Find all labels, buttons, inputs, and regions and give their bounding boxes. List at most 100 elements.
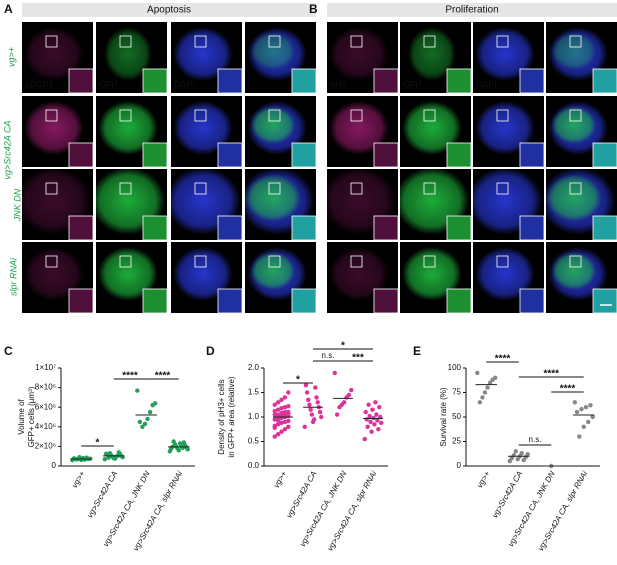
data-point xyxy=(112,456,118,461)
tissue xyxy=(173,26,233,81)
data-point xyxy=(275,400,281,405)
tissue xyxy=(247,26,307,81)
data-point xyxy=(282,419,288,425)
y-axis-label: in GFP+ area (relative) xyxy=(227,376,236,457)
roi-box xyxy=(119,109,132,122)
data-point xyxy=(583,405,589,410)
panel-letter: A xyxy=(4,2,13,16)
roi-box xyxy=(350,109,363,122)
data-point xyxy=(366,402,371,407)
tissue-signal xyxy=(250,32,296,70)
inset xyxy=(592,68,617,94)
data-point xyxy=(286,404,291,409)
data-point xyxy=(364,417,369,422)
inset xyxy=(373,215,399,241)
significance-label: * xyxy=(96,438,100,449)
roi-box xyxy=(350,182,363,195)
data-point xyxy=(586,419,591,425)
data-point xyxy=(272,425,277,430)
data-point xyxy=(314,395,319,400)
significance-label: **** xyxy=(122,371,138,382)
row-label: vg>Src42A CA xyxy=(2,121,12,180)
inset xyxy=(68,215,94,241)
y-tick-label: 0.0 xyxy=(248,461,260,470)
tissue-signal xyxy=(250,106,296,144)
tissue xyxy=(329,246,389,301)
roi-box xyxy=(569,182,582,195)
data-point xyxy=(282,427,288,432)
y-tick-label: 6×10⁶ xyxy=(35,402,56,411)
inset xyxy=(68,142,94,168)
significance-label: **** xyxy=(155,371,171,382)
significance-label: * xyxy=(341,341,345,352)
tissue-signal xyxy=(551,106,597,144)
data-point xyxy=(147,409,153,415)
inset xyxy=(592,215,617,241)
channel-label: DAPI xyxy=(174,79,195,89)
inset xyxy=(373,68,399,94)
data-point xyxy=(275,412,281,417)
data-point xyxy=(362,436,367,442)
inset xyxy=(142,215,168,241)
inset xyxy=(68,68,94,94)
y-tick-label: 8×10⁶ xyxy=(35,383,56,392)
chart-letter: D xyxy=(206,344,215,358)
y-tick-label: 0 xyxy=(52,461,57,470)
data-point xyxy=(181,440,187,445)
data-point xyxy=(525,452,530,457)
x-tick-label: vg>+ xyxy=(272,469,289,489)
inset xyxy=(291,142,317,168)
data-point xyxy=(374,412,379,417)
tissue-signal xyxy=(329,246,389,301)
tissue xyxy=(408,26,456,81)
tissue-signal xyxy=(104,26,152,81)
tissue-signal xyxy=(173,26,233,81)
inset xyxy=(68,288,94,314)
data-point xyxy=(311,417,317,422)
roi-box xyxy=(45,109,58,122)
data-point xyxy=(77,454,82,460)
roi-box xyxy=(194,182,207,195)
data-point xyxy=(272,417,277,422)
inset xyxy=(519,142,545,168)
tissue xyxy=(104,26,152,81)
data-point xyxy=(485,385,490,390)
x-tick-label: vg>Src42A CA xyxy=(285,470,319,520)
data-point xyxy=(490,377,495,382)
data-point xyxy=(150,403,155,408)
data-point xyxy=(272,408,277,414)
inset xyxy=(519,215,545,241)
chart-letter: E xyxy=(413,344,421,358)
roi-box xyxy=(496,109,509,122)
y-tick-label: 100 xyxy=(448,363,462,372)
tissue xyxy=(402,246,462,301)
data-point xyxy=(482,390,488,395)
tissue xyxy=(24,246,84,301)
roi-box xyxy=(423,182,436,195)
data-point xyxy=(319,414,324,420)
inset xyxy=(373,142,399,168)
panel-title: Apoptosis xyxy=(147,5,191,16)
data-point xyxy=(511,453,516,458)
tissue xyxy=(329,100,389,155)
data-point xyxy=(513,449,518,454)
inset xyxy=(291,215,317,241)
panel-title-bar xyxy=(327,3,617,17)
inset xyxy=(446,68,472,94)
inset xyxy=(142,288,168,314)
significance-label: *** xyxy=(352,353,364,364)
roi-box xyxy=(423,109,436,122)
data-point xyxy=(349,387,354,393)
tissue-signal xyxy=(546,174,602,222)
tissue xyxy=(548,246,608,301)
data-point xyxy=(334,412,340,417)
data-point xyxy=(71,456,77,461)
y-tick-label: 2×10⁶ xyxy=(35,442,56,451)
roi-box xyxy=(119,182,132,195)
tissue xyxy=(247,100,307,155)
roi-box xyxy=(194,255,207,268)
data-point xyxy=(279,420,284,426)
data-point xyxy=(303,382,309,388)
data-point xyxy=(373,400,378,405)
significance-label: **** xyxy=(495,354,511,365)
